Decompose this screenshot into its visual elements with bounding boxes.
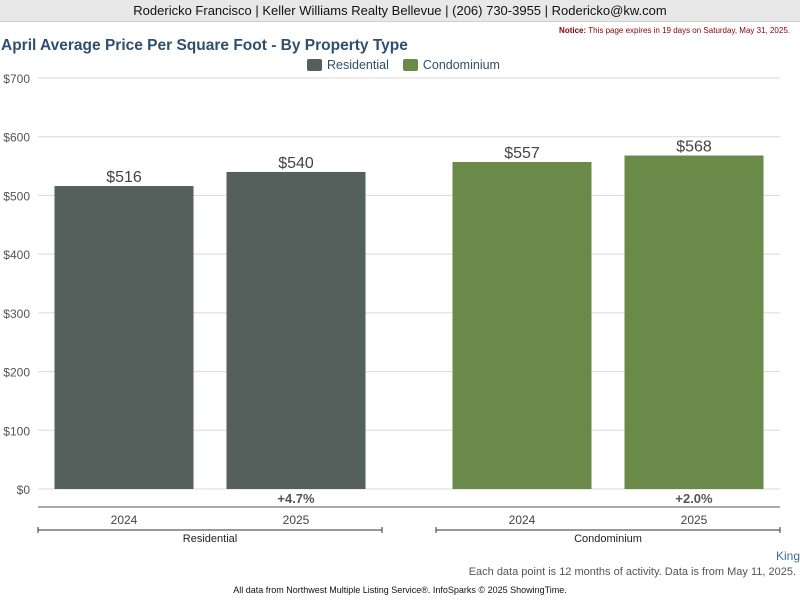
bar-residential-2024 <box>54 186 194 489</box>
x-tick-label: 2025 <box>681 513 708 527</box>
bar-condominium-2024 <box>452 161 592 489</box>
percent-change-label: +2.0% <box>675 491 713 506</box>
legend-swatch-residential <box>307 59 322 71</box>
bar-condominium-2025 <box>624 155 764 489</box>
legend-item-condominium[interactable]: Condominium <box>402 58 500 72</box>
y-tick-label: $100 <box>3 424 30 438</box>
y-tick-label: $500 <box>3 189 30 203</box>
legend-item-residential[interactable]: Residential <box>307 58 389 72</box>
y-tick-label: $300 <box>3 307 30 321</box>
notice-label: Notice: <box>559 26 587 35</box>
legend-swatch-condominium <box>402 59 418 71</box>
notice-text: This page expires in 19 days on Saturday… <box>588 26 790 35</box>
data-source-credit: All data from Northwest Multiple Listing… <box>233 585 567 595</box>
percent-change-label: +4.7% <box>277 491 315 506</box>
bar-value-label: $540 <box>278 155 314 172</box>
group-label: Residential <box>183 533 237 545</box>
data-period-note: Each data point is 12 months of activity… <box>468 566 796 578</box>
y-tick-label: $400 <box>3 248 30 262</box>
x-tick-label: 2024 <box>509 513 536 527</box>
geography-label[interactable]: King <box>775 549 800 563</box>
x-tick-label: 2025 <box>283 513 310 527</box>
bar-value-label: $516 <box>106 169 142 186</box>
legend-label-condominium: Condominium <box>422 58 500 72</box>
bar-residential-2025 <box>226 171 366 489</box>
legend-label-residential: Residential <box>327 58 389 72</box>
expiry-notice: Notice: This page expires in 19 days on … <box>559 26 790 35</box>
agent-contact-header: Rodericko Francisco | Keller Williams Re… <box>0 0 800 22</box>
bar-chart: $0 $100 $200 $300 $400 $500 $600 $700 $516 2024 $5… <box>3 72 781 545</box>
y-tick-label: $700 <box>3 72 30 86</box>
bar-value-label: $557 <box>504 145 540 162</box>
agent-contact-text: Rodericko Francisco | Keller Williams Re… <box>133 3 667 18</box>
x-tick-label: 2024 <box>111 513 138 527</box>
bar-value-label: $568 <box>676 139 712 156</box>
y-tick-label: $600 <box>3 131 30 145</box>
y-tick-label: $0 <box>17 483 31 497</box>
y-tick-label: $200 <box>3 366 30 380</box>
chart-legend: Residential Condominium <box>307 57 514 73</box>
chart-title: April Average Price Per Square Foot - By… <box>1 37 408 54</box>
group-label: Condominium <box>574 533 642 545</box>
